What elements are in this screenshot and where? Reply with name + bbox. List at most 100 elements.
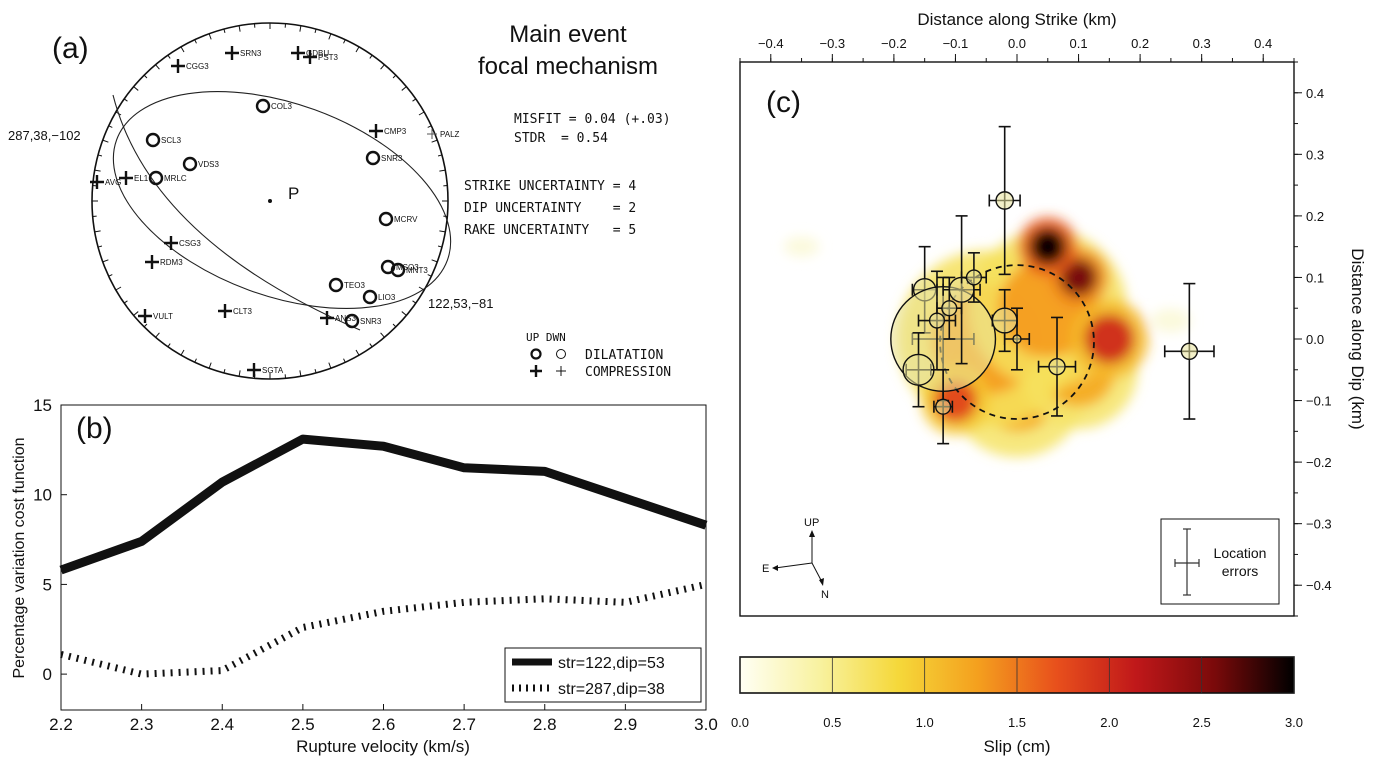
event-circle — [935, 398, 952, 415]
x-tick-label: 0.0 — [1008, 36, 1026, 51]
dilatation-icon — [145, 132, 161, 148]
stereonet-tick — [328, 362, 332, 369]
legend-compression: COMPRESSION — [585, 365, 671, 380]
compression-icon — [291, 46, 305, 60]
legend-dilatation: DILATATION — [585, 348, 663, 363]
n-arrow — [811, 562, 823, 583]
station-label: CSG3 — [179, 239, 201, 248]
panel-c-ylabel: Distance along Dip (km) — [1348, 248, 1367, 429]
dilatation-icon — [344, 313, 360, 329]
x-tick-label: 0.2 — [1131, 36, 1149, 51]
slip-faint — [1150, 308, 1191, 333]
x-tick-label: 2.3 — [130, 715, 154, 734]
colorbar-ticks: 0.0 0.5 1.0 1.5 2.0 2.5 3.0 — [731, 657, 1303, 730]
series-line-122 — [59, 434, 708, 575]
colorbar-tick-label: 2.5 — [1193, 715, 1211, 730]
stereonet-ticks — [92, 23, 448, 379]
x-tick-label: −0.1 — [943, 36, 969, 51]
x-tick-label: 2.2 — [49, 715, 73, 734]
location-errors-inset: Location errors — [1160, 518, 1280, 605]
event-circle — [965, 269, 982, 286]
stereonet-tick — [133, 311, 139, 316]
panel-c: (c) −0.4 −0.3 −0.2 −0.1 0.0 0.1 0.2 0.3 0.4 0.40… — [731, 10, 1367, 756]
stereonet-tick — [343, 358, 346, 363]
station-label: EL1 — [134, 174, 149, 183]
e-arrow — [774, 562, 813, 569]
y-tick-label: −0.1 — [1306, 394, 1332, 409]
y-tick-label: 0.2 — [1306, 209, 1324, 224]
stereonet-tick — [194, 39, 197, 44]
event-circle — [902, 353, 935, 386]
event-circle — [941, 300, 958, 317]
n-arrowhead-icon — [819, 578, 824, 586]
colorbar-tick-label: 0.5 — [823, 715, 841, 730]
panel-b-xlabel: Rupture velocity (km/s) — [296, 737, 470, 756]
event-circle — [991, 307, 1018, 334]
stereonet-tick — [167, 343, 171, 348]
stat-stdr: STDR = 0.54 — [514, 131, 608, 146]
panel-b-xticks: 2.2 2.3 2.4 2.5 2.6 2.7 2.8 2.9 3.0 — [49, 704, 718, 734]
station-label: SCL3 — [161, 136, 182, 145]
errors-label-line-2: errors — [1222, 563, 1259, 579]
event-circle — [1012, 334, 1022, 344]
stereonet-tick — [194, 358, 197, 363]
slip-faint — [783, 236, 820, 257]
stereonet-tick — [392, 323, 397, 328]
polarity-legend: UP DWN DILATATION COMPRESSION — [526, 331, 671, 380]
station-label: CGG3 — [186, 62, 209, 71]
stat-misfit: MISFIT = 0.04 (+.03) — [514, 112, 671, 127]
event-circle — [1048, 357, 1066, 376]
stereonet-tick — [155, 332, 160, 338]
stereonet-tick — [437, 245, 443, 248]
stereonet-tick — [299, 370, 302, 377]
nodal-plane-287-label: 287,38,−102 — [8, 128, 81, 143]
y-tick-label: 10 — [33, 486, 52, 505]
stereonet-tick — [108, 274, 113, 277]
legend-header: UP DWN — [526, 331, 566, 344]
legend-up-compression-icon — [530, 365, 542, 377]
stereonet-tick — [401, 311, 407, 316]
station-label: LIO3 — [378, 293, 396, 302]
compression-icon — [90, 175, 104, 189]
beachball: 287,38,−102 122,53,−81 P CGG3 SRN3 GDBUPST… — [8, 22, 493, 380]
stereonet-tick — [355, 349, 360, 356]
station-label: TEO3 — [344, 281, 365, 290]
stereonet-tick — [439, 230, 446, 233]
y-tick-label: 0.4 — [1306, 86, 1324, 101]
x-tick-label: −0.2 — [881, 36, 907, 51]
stereonet-tick — [133, 86, 139, 91]
title-line: focal mechanism — [478, 53, 658, 80]
slip-peak — [1029, 228, 1067, 266]
rupture-circle — [939, 264, 1095, 420]
stereonet-tick — [180, 349, 185, 356]
station-label: VULT — [153, 312, 173, 321]
stereonet-tick — [380, 332, 385, 338]
station-label: SGTA — [262, 366, 284, 375]
station-label: MCRV — [394, 215, 418, 224]
stereonet-tick — [314, 28, 317, 34]
station-label: COL3 — [271, 102, 292, 111]
station-label: SRN3 — [240, 49, 262, 58]
stereonet-tick — [208, 362, 212, 369]
y-tick-label: 0.3 — [1306, 147, 1324, 162]
stereonet-tick — [123, 98, 128, 102]
stereonet-tick — [299, 25, 302, 32]
legend-down-dilatation-icon — [556, 349, 566, 359]
stereonet-tick — [115, 286, 122, 291]
compression-icon — [427, 129, 437, 139]
compression-icon — [369, 124, 383, 138]
station-label: MNT3 — [406, 266, 428, 275]
x-tick-label: 2.8 — [533, 715, 557, 734]
x-tick-label: 3.0 — [694, 715, 718, 734]
stereonet-tick — [143, 74, 148, 79]
stereonet-tick — [167, 54, 171, 59]
p-axis-dot — [268, 199, 272, 203]
p-axis-label: P — [288, 184, 299, 203]
station-label: SNR3 — [381, 154, 403, 163]
events — [890, 125, 1215, 445]
legend-down-compression-icon — [556, 366, 566, 376]
stereonet-tick — [94, 230, 101, 233]
direction-up: UP — [804, 517, 819, 529]
stereonet-tick — [123, 300, 128, 304]
stereonet-tick — [437, 154, 443, 157]
